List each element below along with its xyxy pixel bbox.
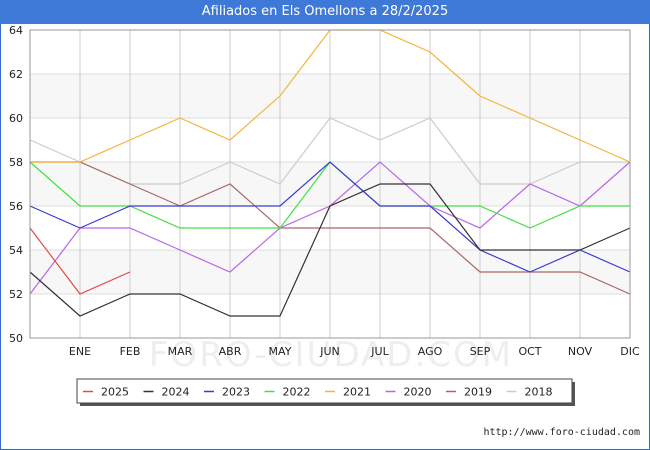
watermark: FORO-CIUDAD.COM	[149, 335, 513, 375]
x-tick-label: JUN	[319, 345, 340, 358]
y-tick-label: 58	[9, 156, 23, 169]
y-tick-label: 54	[9, 244, 23, 257]
legend-label-2020: 2020	[404, 386, 432, 399]
x-tick-label: ABR	[219, 345, 242, 358]
y-tick-label: 52	[9, 288, 23, 301]
series-line-2025	[29, 227, 131, 295]
legend-box	[76, 378, 573, 404]
legend-label-2023: 2023	[222, 386, 250, 399]
legend-label-2024: 2024	[162, 386, 190, 399]
y-tick-label: 60	[9, 112, 23, 125]
series-line-2023	[29, 161, 631, 273]
legend-label-2019: 2019	[464, 386, 492, 399]
y-tick-label: 56	[9, 200, 23, 213]
legend-label-2022: 2022	[283, 386, 311, 399]
x-tick-label: AGO	[418, 345, 443, 358]
source-url: http://www.foro-ciudad.com	[483, 427, 640, 438]
chart-title: Afiliados en Els Omellons a 28/2/2025	[0, 0, 650, 24]
x-tick-label: JUL	[370, 345, 389, 358]
x-tick-label: OCT	[518, 345, 541, 358]
y-tick-label: 64	[9, 24, 23, 37]
x-tick-label: SEP	[470, 345, 491, 358]
y-tick-label: 62	[9, 68, 23, 81]
x-tick-label: MAR	[168, 345, 193, 358]
legend-label-2021: 2021	[343, 386, 371, 399]
y-tick-label: 50	[9, 332, 23, 345]
x-tick-label: ENE	[69, 345, 91, 358]
plot-border	[29, 29, 631, 339]
legend-label-2025: 2025	[101, 386, 129, 399]
x-tick-label: NOV	[568, 345, 593, 358]
x-tick-label: FEB	[120, 345, 141, 358]
series-line-2024	[29, 183, 631, 317]
legend-label-2018: 2018	[525, 386, 553, 399]
x-tick-label: MAY	[269, 345, 292, 358]
x-tick-label: DIC	[620, 345, 640, 358]
